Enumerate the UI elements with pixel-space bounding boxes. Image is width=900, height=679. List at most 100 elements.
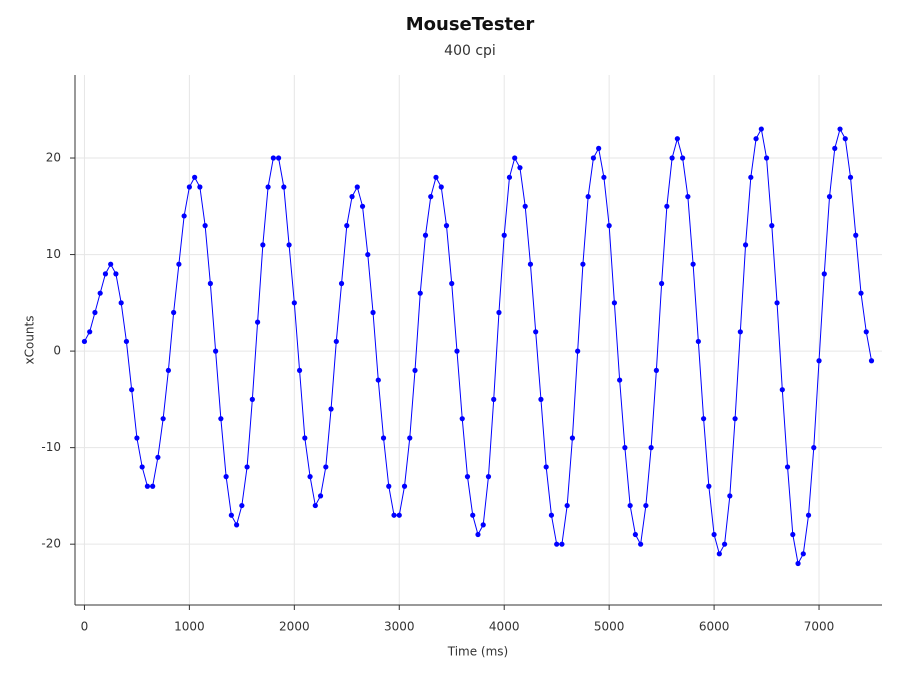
data-point: [254, 319, 261, 325]
data-point: [102, 271, 109, 277]
data-point: [837, 126, 843, 132]
data-point: [847, 174, 854, 180]
x-tick-label: 5000: [594, 620, 625, 634]
data-point: [265, 184, 271, 190]
data-point: [517, 165, 523, 171]
data-point: [197, 184, 203, 190]
data-point: [491, 396, 497, 402]
data-point: [338, 280, 345, 287]
data-point: [790, 531, 796, 538]
data-point: [543, 464, 549, 470]
data-point: [811, 445, 817, 451]
data-point: [721, 541, 728, 547]
data-point: [769, 223, 775, 229]
data-point: [239, 502, 245, 509]
data-point: [664, 203, 670, 209]
data-point: [449, 280, 455, 287]
data-point: [123, 338, 130, 345]
data-point: [590, 155, 597, 161]
data-point: [134, 435, 140, 441]
x-tick-label: 4000: [489, 620, 520, 634]
data-point: [244, 464, 250, 470]
data-point: [779, 387, 785, 393]
chart-subtitle: 400 cpi: [444, 43, 496, 59]
data-point: [748, 174, 754, 180]
data-point: [202, 223, 208, 229]
data-point: [606, 223, 612, 229]
y-tick-label: 20: [46, 151, 61, 165]
data-point: [207, 280, 213, 287]
data-point: [118, 300, 124, 306]
data-point: [375, 377, 381, 383]
data-point: [617, 377, 623, 383]
data-point: [275, 155, 282, 161]
data-point: [412, 367, 418, 374]
data-point: [155, 454, 161, 460]
data-point: [669, 155, 675, 161]
data-point: [805, 512, 812, 518]
data-point: [186, 184, 192, 190]
data-point: [580, 261, 586, 267]
data-point: [753, 136, 759, 142]
data-point: [407, 435, 413, 441]
data-point: [249, 396, 255, 402]
data-point: [832, 145, 838, 151]
data-point: [417, 290, 423, 296]
data-point: [680, 155, 686, 161]
y-tick-label: 10: [46, 247, 61, 261]
data-point: [569, 435, 576, 441]
data-point: [317, 493, 324, 499]
x-tick-label: 0: [81, 620, 89, 634]
data-point: [732, 416, 738, 422]
data-point: [596, 145, 602, 151]
data-point: [695, 338, 701, 345]
data-point: [727, 493, 733, 499]
data-point: [354, 184, 360, 190]
data-point: [328, 406, 334, 412]
data-line: [84, 127, 872, 565]
data-point: [438, 184, 444, 190]
data-point: [742, 242, 749, 248]
data-point: [165, 367, 171, 374]
data-point: [323, 464, 329, 470]
y-tick-label: -10: [41, 440, 61, 454]
data-point: [716, 551, 722, 557]
data-point: [218, 416, 224, 422]
data-point: [428, 194, 434, 200]
data-point: [527, 261, 534, 267]
data-point: [506, 174, 513, 180]
data-point: [512, 155, 518, 161]
data-point: [800, 551, 806, 557]
x-tick-label: 6000: [699, 620, 730, 634]
data-point: [97, 290, 103, 296]
data-point: [87, 329, 93, 335]
data-point: [433, 174, 439, 180]
data-point: [108, 261, 114, 267]
data-point: [485, 474, 492, 480]
x-tick-label: 2000: [279, 620, 310, 634]
data-point: [359, 203, 366, 209]
data-point: [737, 329, 743, 335]
data-point: [627, 502, 633, 509]
data-point: [533, 329, 539, 335]
data-point: [139, 464, 145, 470]
data-point: [690, 261, 696, 267]
data-point: [653, 367, 659, 374]
data-point: [129, 387, 135, 393]
data-point: [281, 184, 287, 190]
data-point: [643, 502, 649, 509]
data-point: [496, 309, 502, 316]
data-point: [443, 223, 450, 229]
data-point: [863, 329, 869, 335]
data-point: [296, 367, 303, 374]
x-tick-label: 1000: [174, 620, 205, 634]
data-point: [638, 541, 644, 547]
data-point: [784, 464, 791, 470]
x-tick-label: 7000: [804, 620, 835, 634]
y-tick-label: -20: [41, 537, 61, 551]
data-point: [480, 522, 486, 528]
data-point: [559, 541, 565, 547]
data-point: [826, 194, 833, 200]
data-point: [554, 541, 560, 547]
data-point: [501, 232, 507, 238]
